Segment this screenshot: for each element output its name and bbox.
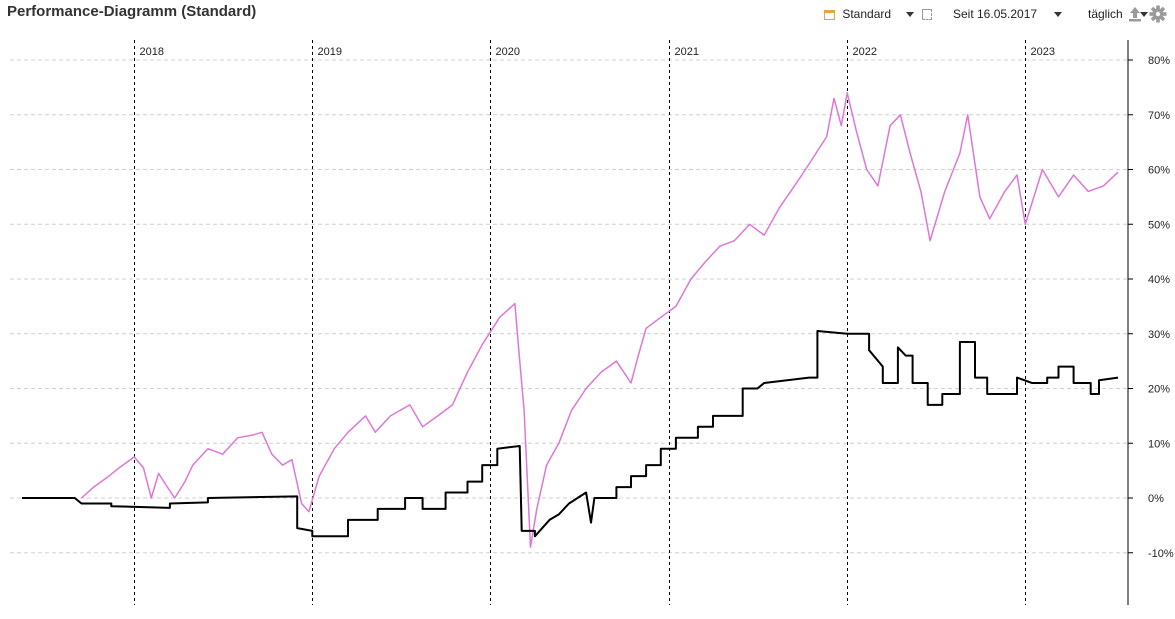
calendar-icon	[824, 9, 835, 20]
y-tick-label: 50%	[1148, 219, 1170, 231]
range-icon-button[interactable]	[922, 6, 932, 24]
period-select[interactable]: Seit 16.05.2017	[953, 6, 1063, 24]
interval-select[interactable]: täglich	[1088, 6, 1149, 24]
gear-icon	[1149, 5, 1167, 23]
range-icon	[922, 9, 932, 21]
view-select[interactable]: Standard	[824, 6, 915, 24]
chevron-down-icon	[1140, 12, 1149, 18]
series-line-2	[22, 330, 1119, 538]
y-tick-label: 80%	[1148, 55, 1170, 67]
y-tick-label: 0%	[1148, 493, 1164, 505]
y-tick-label: 60%	[1148, 165, 1170, 177]
view-select-label: Standard	[842, 7, 892, 21]
year-label: 2019	[318, 46, 342, 58]
chevron-down-icon	[906, 12, 915, 18]
year-label: 2023	[1031, 46, 1055, 58]
y-tick-label: 40%	[1148, 274, 1170, 286]
export-button[interactable]	[1127, 5, 1143, 23]
y-tick-label: -10%	[1148, 548, 1174, 560]
interval-select-label: täglich	[1088, 7, 1123, 21]
year-label: 2018	[140, 46, 164, 58]
y-tick-label: 10%	[1148, 438, 1170, 450]
year-label: 2020	[496, 46, 520, 58]
year-label: 2022	[853, 46, 877, 58]
chevron-down-icon	[1054, 12, 1063, 18]
period-select-label: Seit 16.05.2017	[953, 7, 1038, 21]
settings-button[interactable]	[1149, 5, 1167, 23]
year-label: 2021	[675, 46, 699, 58]
y-tick-label: 20%	[1148, 384, 1170, 396]
y-tick-label: 70%	[1148, 110, 1170, 122]
page-title: Performance-Diagramm (Standard)	[7, 3, 257, 20]
export-icon	[1129, 7, 1141, 22]
series-line-1	[81, 92, 1119, 549]
y-tick-label: 30%	[1148, 329, 1170, 341]
